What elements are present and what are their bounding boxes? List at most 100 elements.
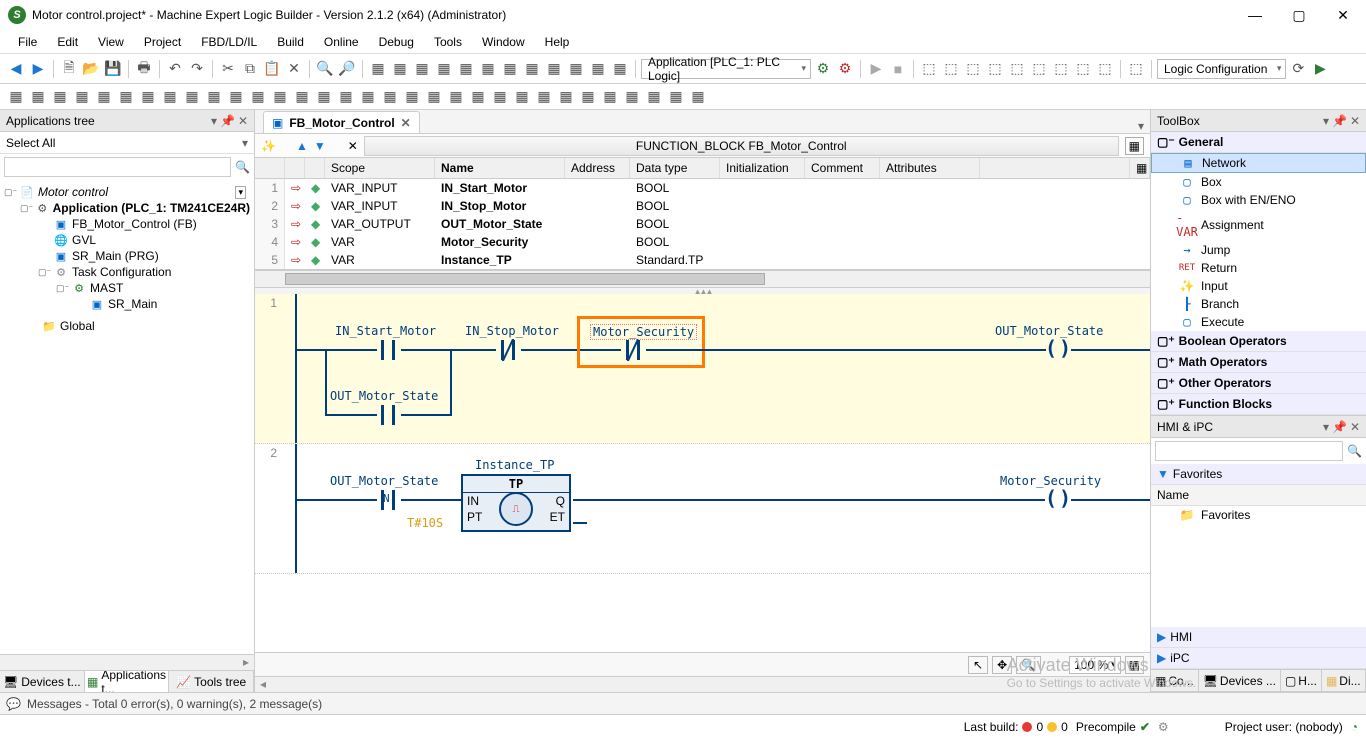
tb2-icon[interactable]: ▦ xyxy=(666,87,686,107)
find-icon[interactable]: 🔍 xyxy=(315,59,335,79)
app-combo[interactable]: Application [PLC_1: PLC Logic] xyxy=(641,59,811,79)
tb2-icon[interactable]: ▦ xyxy=(556,87,576,107)
tb-icon[interactable]: ▦ xyxy=(500,59,520,79)
menu-help[interactable]: Help xyxy=(535,32,580,52)
menu-view[interactable]: View xyxy=(88,32,134,52)
select-all-row[interactable]: Select All ▾ xyxy=(0,132,254,154)
tree-app[interactable]: Application (PLC_1: TM241CE24R) xyxy=(53,201,250,215)
var-row[interactable]: 5⇨◆ VARInstance_TP Standard.TP xyxy=(255,251,1150,269)
nav-fwd-icon[interactable]: ▶ xyxy=(28,59,48,79)
zoom-tool-icon[interactable]: 🔍 xyxy=(1016,656,1041,674)
menu-online[interactable]: Online xyxy=(314,32,369,52)
tb-icon[interactable]: ▦ xyxy=(368,59,388,79)
minimize-button[interactable]: — xyxy=(1242,5,1268,25)
contact-nc[interactable] xyxy=(495,340,521,360)
ipc-section[interactable]: ▶iPC xyxy=(1151,648,1366,669)
var-row[interactable]: 4⇨◆ VARMotor_Security BOOL xyxy=(255,233,1150,251)
tb-icon[interactable]: ▦ xyxy=(412,59,432,79)
menu-debug[interactable]: Debug xyxy=(369,32,424,52)
tree-sr2[interactable]: SR_Main xyxy=(108,297,157,311)
tb2-icon[interactable]: ▦ xyxy=(182,87,202,107)
up-icon[interactable]: ▲ xyxy=(296,139,308,153)
step-icon[interactable]: ⬚ xyxy=(1073,59,1093,79)
toolbox-execute[interactable]: ▢Execute xyxy=(1151,313,1366,331)
menu-fbd[interactable]: FBD/LD/IL xyxy=(191,32,267,52)
step-icon[interactable]: ⬚ xyxy=(1051,59,1071,79)
stop-icon[interactable]: ■ xyxy=(888,59,908,79)
tree-global[interactable]: Global xyxy=(60,319,95,333)
tb2-icon[interactable]: ▦ xyxy=(50,87,70,107)
tb-icon[interactable]: ▦ xyxy=(390,59,410,79)
col-scope[interactable]: Scope xyxy=(325,158,435,178)
toolbox-network[interactable]: ▤Network xyxy=(1151,153,1366,173)
editor-tab[interactable]: ▣ FB_Motor_Control ✕ xyxy=(263,111,420,133)
tree-sr[interactable]: SR_Main (PRG) xyxy=(72,249,159,263)
scroll-left-icon[interactable]: ◂ xyxy=(255,677,271,692)
rtab-h[interactable]: ▢H... xyxy=(1281,670,1322,691)
tb-icon[interactable]: ▦ xyxy=(522,59,542,79)
tb2-icon[interactable]: ▦ xyxy=(512,87,532,107)
pan-tool-icon[interactable]: ✥ xyxy=(992,656,1012,674)
tb2-icon[interactable]: ▦ xyxy=(424,87,444,107)
step-icon[interactable]: ⬚ xyxy=(985,59,1005,79)
tree-root[interactable]: Motor control xyxy=(38,185,108,199)
tb2-icon[interactable]: ▦ xyxy=(622,87,642,107)
panel-close-icon[interactable]: ✕ xyxy=(238,114,248,128)
step-icon[interactable]: ⬚ xyxy=(1126,59,1146,79)
ladder-editor[interactable]: 1 IN_Start_Motor IN_Stop_Motor Motor_Sec… xyxy=(255,294,1150,652)
tb2-icon[interactable]: ▦ xyxy=(336,87,356,107)
toolbox-cat-math[interactable]: ▢⁺Math Operators xyxy=(1151,352,1366,373)
tree-toggle[interactable]: ▢⁻ xyxy=(20,203,32,214)
run-icon[interactable]: ▶ xyxy=(866,59,886,79)
tree-fb[interactable]: FB_Motor_Control (FB) xyxy=(72,217,197,231)
toolbox-box-eneno[interactable]: ▢Box with EN/ENO xyxy=(1151,191,1366,209)
findnext-icon[interactable]: 🔎 xyxy=(337,59,357,79)
panel-close-icon[interactable]: ✕ xyxy=(1350,420,1360,434)
tab-close-icon[interactable]: ✕ xyxy=(401,116,411,130)
wand-icon[interactable]: ✨ xyxy=(261,139,276,153)
col-attr[interactable]: Attributes xyxy=(880,158,980,178)
col-name[interactable]: Name xyxy=(435,158,565,178)
tb2-icon[interactable]: ▦ xyxy=(248,87,268,107)
tb2-icon[interactable]: ▦ xyxy=(226,87,246,107)
tb2-icon[interactable]: ▦ xyxy=(446,87,466,107)
tb2-icon[interactable]: ▦ xyxy=(292,87,312,107)
tb2-icon[interactable]: ▦ xyxy=(138,87,158,107)
search-icon[interactable]: 🔍 xyxy=(235,160,250,174)
panel-pin-icon[interactable]: 📌 xyxy=(1332,114,1347,128)
nav-back-icon[interactable]: ◀ xyxy=(6,59,26,79)
scroll-right-icon[interactable]: ▸ xyxy=(238,655,254,670)
toolbox-cat-fb[interactable]: ▢⁺Function Blocks xyxy=(1151,394,1366,415)
panel-pin-icon[interactable]: 📌 xyxy=(220,114,235,128)
tb2-icon[interactable]: ▦ xyxy=(534,87,554,107)
toolbox-cat-general[interactable]: ▢⁻General xyxy=(1151,132,1366,153)
tools-tab[interactable]: 📈Tools tree xyxy=(169,671,254,692)
step-icon[interactable]: ⬚ xyxy=(941,59,961,79)
cut-icon[interactable]: ✂ xyxy=(218,59,238,79)
col-comment[interactable]: Comment xyxy=(805,158,880,178)
tb2-icon[interactable]: ▦ xyxy=(72,87,92,107)
tb2-icon[interactable]: ▦ xyxy=(160,87,180,107)
tb2-icon[interactable]: ▦ xyxy=(358,87,378,107)
tb-icon[interactable]: ▦ xyxy=(544,59,564,79)
tb-icon[interactable]: ▦ xyxy=(478,59,498,79)
status-end-icon[interactable]: ◔ xyxy=(1351,720,1358,734)
save-icon[interactable]: 💾 xyxy=(103,59,123,79)
logic-combo[interactable]: Logic Configuration xyxy=(1157,59,1286,79)
maximize-button[interactable]: ▢ xyxy=(1286,5,1312,25)
col-type[interactable]: Data type xyxy=(630,158,720,178)
copy-icon[interactable]: ⧉ xyxy=(240,59,260,79)
menu-build[interactable]: Build xyxy=(267,32,314,52)
new-icon[interactable]: 🗎 xyxy=(59,59,79,79)
tb2-icon[interactable]: ▦ xyxy=(94,87,114,107)
view-icon[interactable]: ▦ xyxy=(1125,137,1144,155)
devices-tab[interactable]: 🖥Devices t... xyxy=(0,671,85,692)
hmi-search-input[interactable] xyxy=(1155,441,1343,461)
undo-icon[interactable]: ↶ xyxy=(165,59,185,79)
applications-tab[interactable]: ▦Applications t... xyxy=(85,671,170,692)
tb2-icon[interactable]: ▦ xyxy=(380,87,400,107)
var-row[interactable]: 3⇨◆ VAR_OUTPUTOUT_Motor_State BOOL xyxy=(255,215,1150,233)
tree-mast[interactable]: MAST xyxy=(90,281,123,295)
play-icon[interactable]: ▶ xyxy=(1310,59,1330,79)
tb2-icon[interactable]: ▦ xyxy=(204,87,224,107)
